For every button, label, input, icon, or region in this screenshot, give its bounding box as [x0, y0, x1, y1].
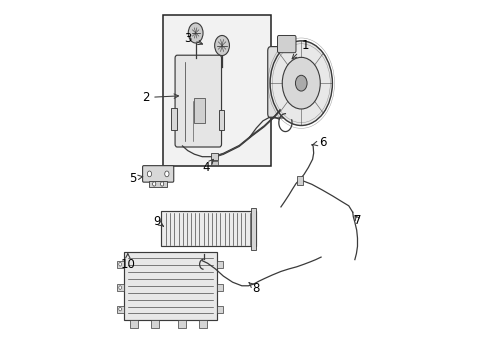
- Circle shape: [282, 57, 320, 109]
- Circle shape: [119, 286, 121, 289]
- Text: 4: 4: [202, 159, 213, 174]
- Circle shape: [147, 171, 151, 177]
- Circle shape: [269, 41, 332, 126]
- Circle shape: [214, 36, 229, 55]
- Circle shape: [188, 23, 203, 43]
- Bar: [161, 211, 256, 246]
- Bar: [194, 98, 204, 123]
- Text: 10: 10: [120, 253, 135, 271]
- Bar: [123, 252, 217, 320]
- Bar: [149, 181, 167, 187]
- Text: 5: 5: [129, 172, 142, 185]
- Bar: [199, 320, 206, 328]
- Text: 2: 2: [142, 91, 178, 104]
- Bar: [297, 176, 302, 185]
- FancyBboxPatch shape: [175, 55, 221, 147]
- Circle shape: [295, 75, 306, 91]
- Text: 8: 8: [248, 282, 259, 295]
- Text: 3: 3: [183, 32, 202, 45]
- Circle shape: [119, 307, 121, 311]
- FancyBboxPatch shape: [267, 46, 301, 118]
- Bar: [217, 284, 223, 291]
- Circle shape: [119, 262, 121, 266]
- Circle shape: [160, 182, 163, 186]
- Bar: [171, 108, 177, 130]
- Circle shape: [152, 182, 156, 186]
- FancyBboxPatch shape: [277, 36, 295, 53]
- Bar: [217, 261, 223, 268]
- Bar: [163, 15, 270, 166]
- Text: 1: 1: [291, 39, 308, 59]
- Text: 7: 7: [353, 214, 361, 227]
- Bar: [250, 208, 256, 250]
- Bar: [117, 306, 123, 313]
- FancyBboxPatch shape: [142, 166, 173, 182]
- Text: 6: 6: [312, 136, 325, 149]
- Bar: [211, 153, 218, 160]
- Bar: [151, 320, 159, 328]
- Circle shape: [164, 171, 169, 177]
- Bar: [117, 261, 123, 268]
- Bar: [117, 284, 123, 291]
- Bar: [217, 306, 223, 313]
- Bar: [130, 320, 138, 328]
- Bar: [211, 161, 218, 165]
- Bar: [177, 320, 185, 328]
- Text: 9: 9: [153, 215, 163, 228]
- Bar: [219, 110, 224, 130]
